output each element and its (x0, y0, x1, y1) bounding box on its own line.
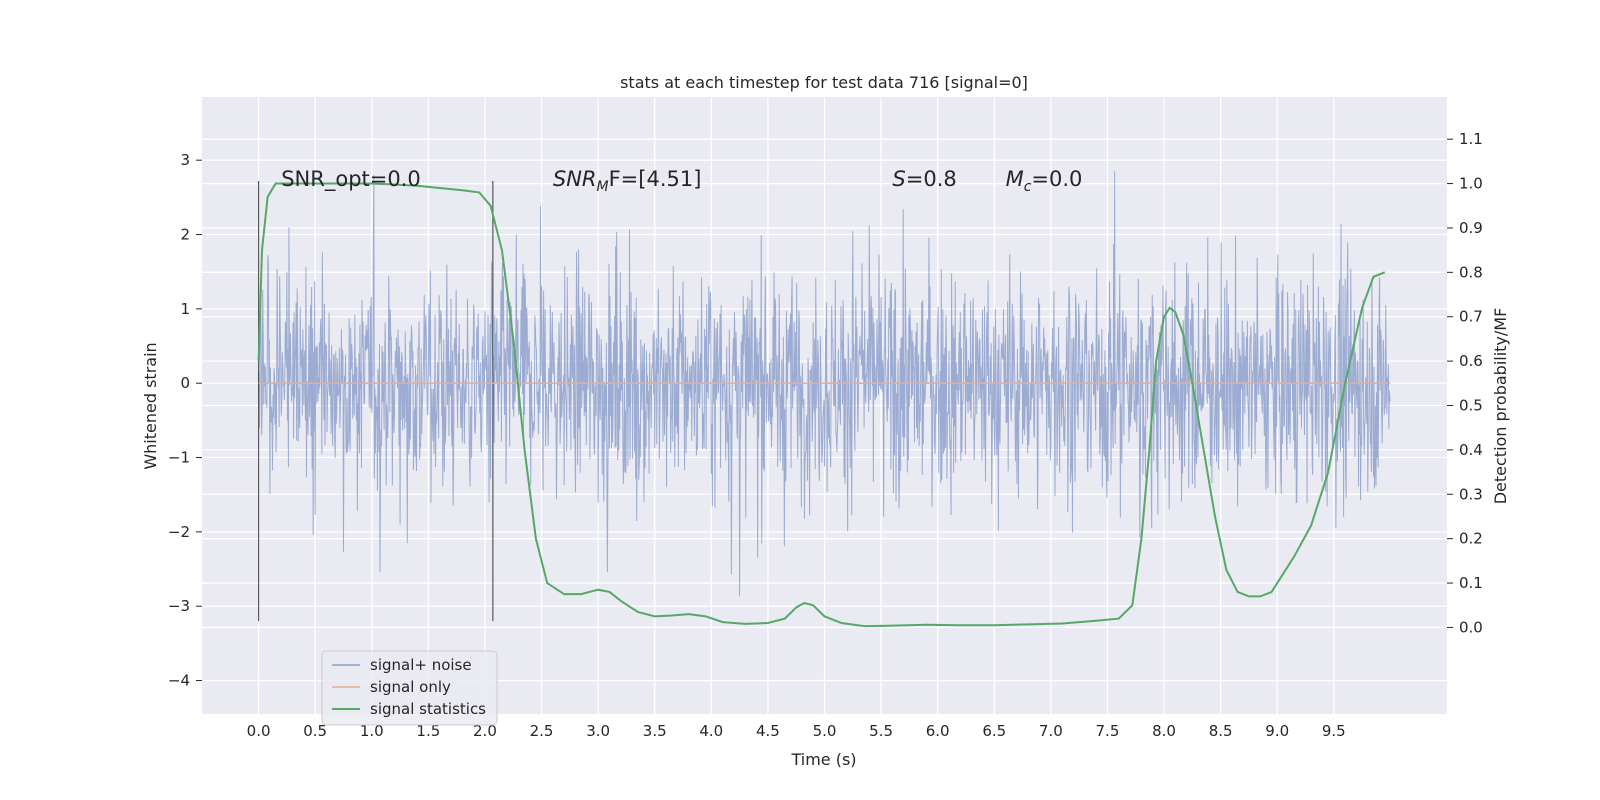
y-right-tick-label: 0.7 (1459, 308, 1483, 326)
annotation-1: SNRMF=[4.51] (553, 167, 702, 195)
signal-statistics-series (257, 182, 1386, 628)
y-right-tick-label: 1.0 (1459, 175, 1483, 193)
x-tick-label: 3.5 (643, 722, 667, 740)
y-left-tick-labels: −4 −3 −2 −1 0 1 2 3 (168, 151, 202, 690)
y-left-tick-label: 0 (180, 374, 190, 392)
x-tick-label: 1.5 (416, 722, 440, 740)
x-axis-label: Time (s) (790, 750, 856, 769)
legend: signal+ noise signal only signal statist… (321, 650, 498, 726)
x-tick-label: 4.0 (699, 722, 723, 740)
signal-noise-line (258, 171, 1391, 597)
legend-label-signal-noise: signal+ noise (370, 656, 472, 674)
y-right-tick-label: 0.9 (1459, 219, 1483, 237)
x-tick-label: 9.0 (1265, 722, 1289, 740)
y-right-tick-labels: 0.0 0.1 0.2 0.3 0.4 0.5 0.6 0.7 0.8 0.9 1.0 1.1 (1447, 130, 1483, 636)
y-right-tick-label: 0.8 (1459, 263, 1483, 281)
annotation-2: S=0.8 (892, 167, 956, 191)
vertical-markers (257, 181, 494, 622)
x-tick-label: 6.5 (982, 722, 1006, 740)
x-tick-label: 2.0 (473, 722, 497, 740)
y-right-tick-label: 1.1 (1459, 130, 1483, 148)
x-tick-label: 8.5 (1209, 722, 1233, 740)
x-tick-labels: 0.0 0.5 1.0 1.5 2.0 2.5 3.0 3.5 4.0 4.5 5.0 5.5 6.0 6… (247, 722, 1346, 740)
legend-label-signal-only: signal only (370, 678, 451, 696)
x-tick-label: 1.0 (360, 722, 384, 740)
y-left-tick-label: −2 (168, 523, 190, 541)
x-tick-label: 2.5 (530, 722, 554, 740)
y-right-tick-label: 0.1 (1459, 574, 1483, 592)
x-tick-label: 9.5 (1322, 722, 1346, 740)
chart-title: stats at each timestep for test data 716… (620, 73, 1028, 92)
y-left-tick-label: 2 (180, 226, 190, 244)
x-tick-label: 8.0 (1152, 722, 1176, 740)
x-tick-label: 7.0 (1039, 722, 1063, 740)
x-tick-label: 0.5 (303, 722, 327, 740)
x-tick-label: 6.0 (926, 722, 950, 740)
annotation-0: SNR_opt=0.0 (281, 167, 421, 192)
legend-label-signal-statistics: signal statistics (370, 700, 486, 718)
signal-noise-series (258, 171, 1391, 597)
y-right-tick-label: 0.2 (1459, 530, 1483, 548)
y-right-tick-label: 0.0 (1459, 618, 1483, 636)
y-right-tick-label: 0.6 (1459, 352, 1483, 370)
y-right-tick-label: 0.3 (1459, 485, 1483, 503)
y-left-tick-label: 1 (180, 300, 190, 318)
y-right-tick-label: 0.4 (1459, 441, 1483, 459)
y-axis-left-label: Whitened strain (141, 342, 160, 469)
y-left-tick-label: −3 (168, 597, 190, 615)
x-tick-label: 4.5 (756, 722, 780, 740)
x-tick-label: 5.0 (813, 722, 837, 740)
y-left-tick-label: −1 (168, 449, 190, 467)
x-tick-label: 3.0 (586, 722, 610, 740)
annotation-3: Mc=0.0 (1006, 167, 1083, 195)
y-right-tick-label: 0.5 (1459, 397, 1483, 415)
legend-box (321, 650, 498, 726)
y-left-tick-label: −4 (168, 672, 190, 690)
y-left-tick-label: 3 (180, 151, 190, 169)
y-axis-right-label: Detection probability/MF (1491, 308, 1510, 505)
x-tick-label: 0.0 (247, 722, 271, 740)
x-tick-label: 5.5 (869, 722, 893, 740)
annotations: SNR_opt=0.0 SNRMF=[4.51] S=0.8 Mc=0.0 (281, 167, 1082, 195)
x-tick-label: 7.5 (1096, 722, 1120, 740)
